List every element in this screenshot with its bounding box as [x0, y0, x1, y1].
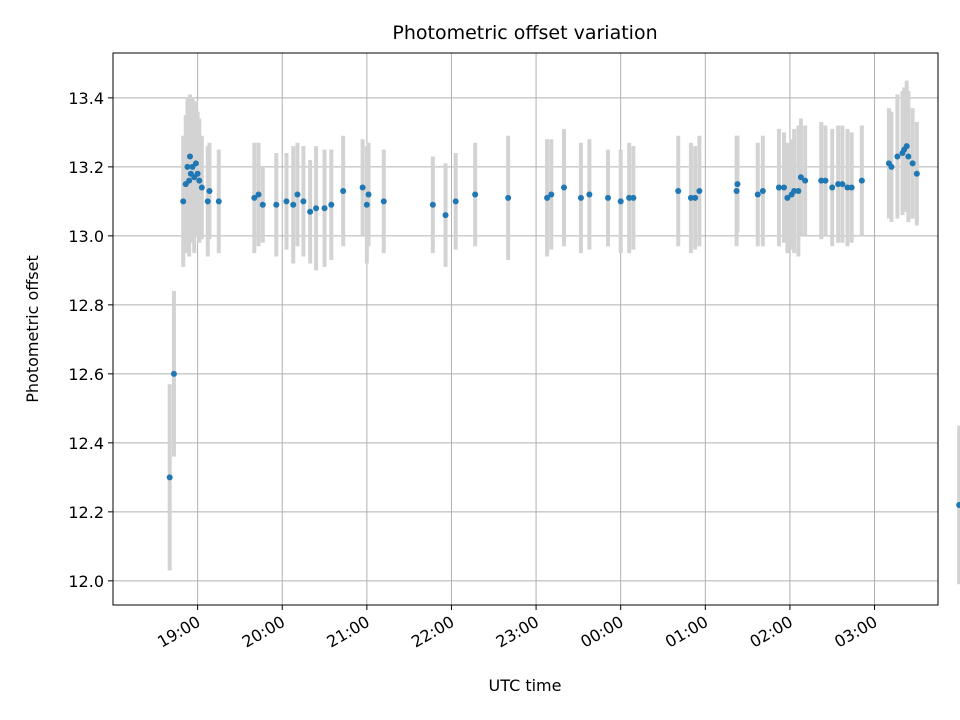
data-point: [313, 205, 320, 212]
data-point: [675, 188, 682, 194]
data-point: [283, 198, 290, 205]
y-tick-label: 13.4: [68, 89, 104, 108]
data-point: [548, 191, 555, 198]
data-point: [759, 188, 766, 194]
data-points: [166, 143, 960, 508]
data-point: [452, 198, 459, 205]
data-point: [294, 191, 301, 198]
data-point: [956, 501, 960, 508]
data-point: [505, 194, 512, 201]
data-point: [196, 177, 203, 184]
data-point: [359, 184, 366, 191]
data-point: [380, 198, 387, 205]
y-axis-label: Photometric offset: [23, 255, 42, 403]
data-point: [300, 198, 307, 205]
data-point: [795, 188, 802, 194]
data-point: [215, 198, 222, 205]
data-point: [791, 188, 798, 194]
data-point: [204, 198, 211, 205]
data-point: [170, 370, 177, 377]
data-point: [858, 177, 865, 184]
data-point: [321, 205, 328, 212]
data-point: [903, 143, 910, 150]
data-point: [328, 201, 335, 208]
data-point: [734, 181, 741, 188]
data-point: [365, 191, 372, 198]
data-point: [166, 474, 173, 481]
data-point: [784, 194, 791, 201]
y-tick-label: 12.4: [68, 434, 104, 453]
data-point: [696, 188, 703, 194]
data-point: [363, 201, 370, 208]
data-point: [586, 191, 593, 198]
data-point: [186, 177, 193, 184]
x-axis-label: UTC time: [489, 676, 562, 695]
data-point: [844, 184, 851, 191]
data-point: [733, 188, 740, 194]
plot-frame: [112, 52, 939, 606]
data-point: [626, 194, 633, 201]
data-point: [835, 181, 842, 188]
data-point: [913, 170, 920, 177]
data-point: [905, 153, 912, 160]
data-point: [290, 201, 297, 208]
data-point: [687, 194, 694, 201]
y-tick-label: 12.2: [68, 503, 104, 522]
grid: [113, 53, 938, 605]
data-point: [888, 163, 895, 170]
data-point: [818, 177, 825, 184]
data-point: [206, 188, 213, 194]
data-point: [692, 194, 699, 201]
data-point: [909, 160, 916, 167]
data-point: [307, 208, 314, 215]
data-point: [340, 188, 347, 194]
data-point: [781, 184, 787, 191]
data-point: [544, 194, 551, 201]
data-point: [255, 191, 262, 198]
data-point: [442, 212, 449, 219]
data-point: [829, 184, 836, 191]
data-point: [561, 184, 567, 191]
y-tick-label: 13.0: [68, 227, 104, 246]
y-axis-ticks: 12.0 12.2 12.4 12.6 12.8 13.0 13.2 13.4: [68, 89, 113, 591]
data-point: [192, 160, 199, 167]
data-point: [472, 191, 479, 198]
data-point: [802, 177, 809, 184]
data-point: [797, 174, 804, 181]
data-point: [894, 153, 901, 160]
data-point: [198, 184, 205, 191]
data-point: [251, 194, 258, 201]
data-point: [822, 177, 829, 184]
data-point: [259, 201, 266, 208]
data-point: [839, 181, 846, 188]
data-point: [194, 170, 201, 177]
y-tick-label: 12.6: [68, 365, 104, 384]
data-point: [605, 194, 611, 201]
data-point: [429, 201, 436, 208]
data-point: [184, 163, 191, 170]
y-tick-label: 13.2: [68, 158, 104, 177]
y-tick-label: 12.8: [68, 296, 104, 315]
data-point: [187, 153, 193, 160]
data-point: [617, 198, 624, 205]
y-tick-label: 12.0: [68, 572, 104, 591]
data-point: [577, 194, 584, 201]
data-point: [180, 198, 187, 205]
data-point: [273, 201, 280, 208]
data-point: [630, 194, 637, 201]
data-point: [775, 184, 782, 191]
data-point: [848, 184, 855, 191]
chart-title: Photometric offset variation: [392, 22, 657, 44]
data-point: [754, 191, 761, 198]
